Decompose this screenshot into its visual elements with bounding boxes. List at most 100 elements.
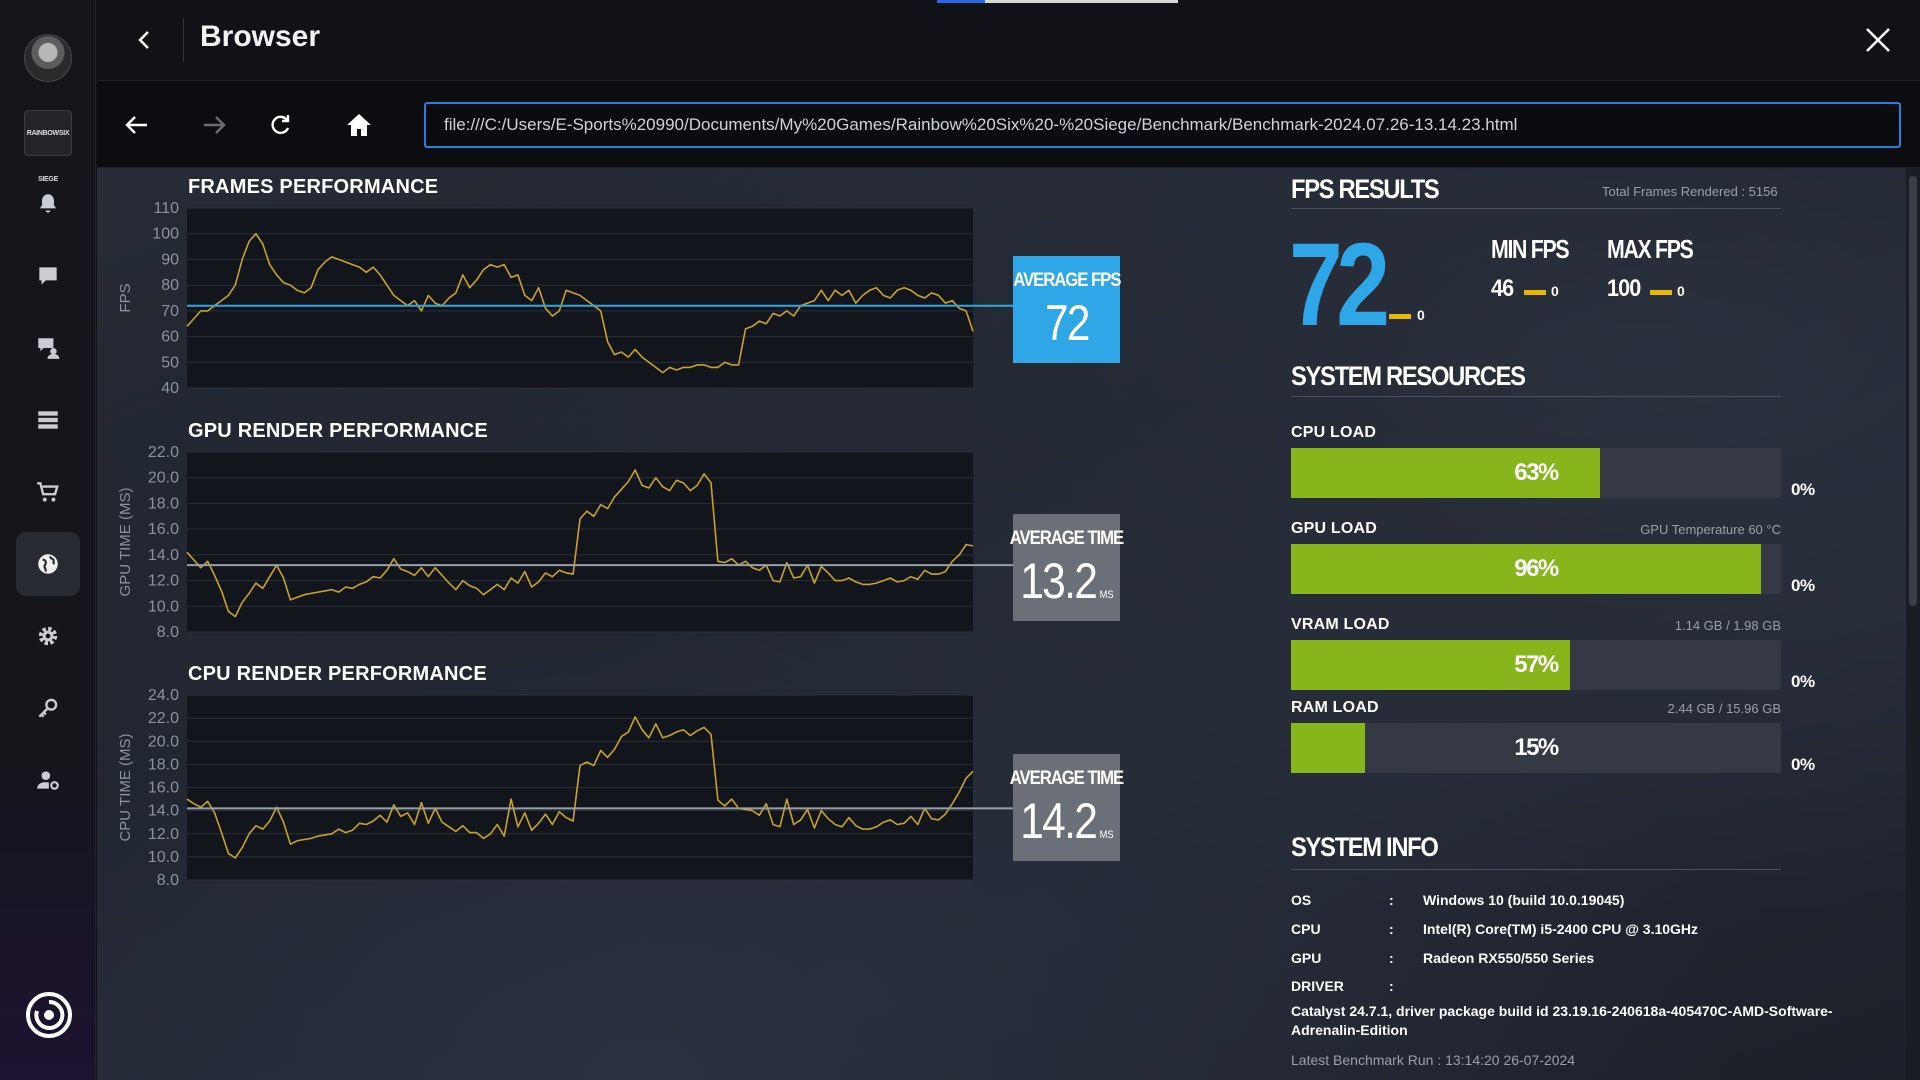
- resource-bar-fill: [1291, 640, 1571, 690]
- y-tick-label: 16.0: [148, 521, 179, 538]
- y-tick-label: 18.0: [148, 756, 179, 773]
- cpu-average-time-box: AVERAGE TIME 14.2 MS: [1009, 754, 1124, 861]
- y-tick-label: 10.0: [148, 598, 179, 615]
- cart-icon[interactable]: [16, 460, 80, 524]
- nav-back-button[interactable]: [117, 105, 157, 145]
- tab-indicator-active: [937, 0, 985, 3]
- resource-bar-fill: [1291, 723, 1365, 773]
- resource-label: CPU LOAD: [1291, 424, 1377, 441]
- resource-bar: 63%: [1291, 448, 1781, 498]
- cpu-key: CPU: [1291, 921, 1321, 937]
- resource-bar: 96%: [1291, 544, 1781, 594]
- key-icon[interactable]: [16, 676, 80, 740]
- cpu-average-time-label: AVERAGE TIME: [1009, 768, 1124, 789]
- title-divider: [183, 18, 184, 62]
- user-settings-icon[interactable]: [16, 748, 80, 812]
- gpu-average-time-label: AVERAGE TIME: [1009, 528, 1124, 549]
- resource-label: RAM LOAD: [1291, 699, 1379, 716]
- page-scrollbar[interactable]: [1906, 168, 1920, 1080]
- driver-colon: :: [1389, 978, 1394, 994]
- os-value: Windows 10 (build 10.0.19045): [1423, 892, 1625, 908]
- max-fps-value: 100: [1607, 275, 1641, 302]
- globe-icon[interactable]: [16, 532, 80, 596]
- max-fps-delta: 0: [1677, 283, 1685, 299]
- reload-button[interactable]: [261, 105, 301, 145]
- system-info-heading: SYSTEM INFO: [1291, 832, 1439, 862]
- min-fps-label: MIN FPS: [1491, 234, 1570, 264]
- gpu-key: GPU: [1291, 950, 1322, 966]
- driver-key: DRIVER: [1291, 978, 1344, 994]
- y-axis-label: GPU TIME (MS): [117, 488, 134, 597]
- close-button[interactable]: [1860, 22, 1896, 58]
- y-tick-label: 110: [153, 200, 179, 217]
- friends-chat-icon[interactable]: [16, 316, 80, 380]
- scrollbar-thumb[interactable]: [1909, 176, 1917, 606]
- overlay-back-button[interactable]: [127, 22, 163, 58]
- nav-forward-button[interactable]: [194, 105, 234, 145]
- ubisoft-logo-icon[interactable]: [24, 990, 74, 1040]
- y-tick-label: 90: [161, 251, 179, 268]
- y-tick-label: 22.0: [148, 710, 179, 727]
- address-bar[interactable]: file:///C:/Users/E-Sports%20990/Document…: [424, 102, 1901, 148]
- gpu-value: Radeon RX550/550 Series: [1423, 950, 1595, 966]
- system-info-rule: [1291, 869, 1781, 870]
- y-tick-label: 12.0: [148, 826, 179, 843]
- system-resources-rule: [1291, 396, 1781, 397]
- home-icon: [347, 114, 371, 136]
- resource-bar-fill: [1291, 544, 1762, 594]
- resource-label: VRAM LOAD: [1291, 616, 1390, 633]
- y-tick-label: 80: [161, 277, 179, 294]
- average-fps-value: 72: [1044, 295, 1091, 351]
- chevron-left-icon: [138, 31, 149, 49]
- gpu-plot-area: [187, 452, 973, 632]
- browser-toolbar: file:///C:/Users/E-Sports%20990/Document…: [97, 80, 1920, 168]
- cpu-chart-title: CPU RENDER PERFORMANCE: [188, 663, 487, 685]
- resource-percent: 63%: [1514, 459, 1559, 486]
- cpu-render-chart: 24.0 22.0 20.0 18.0 16.0 14.0 12.0 10.0 8.0 CPU T…: [117, 687, 1017, 889]
- y-tick-label: 8.0: [157, 624, 179, 641]
- benchmark-page: FRAMES PERFORMANCE 110 100 90 80 70 60 50 40 FPS…: [97, 168, 1920, 1080]
- y-tick-label: 14.0: [148, 803, 179, 820]
- frames-performance-chart: 110 100 90 80 70 60 50 40 FPS: [117, 200, 1017, 397]
- fps-results-rule: [1291, 208, 1781, 209]
- resource-delta: 0%: [1791, 576, 1815, 595]
- cpu-series-line: [186, 716, 974, 859]
- os-key: OS: [1291, 892, 1312, 908]
- min-fps-value: 46: [1491, 275, 1514, 302]
- y-tick-label: 20.0: [148, 733, 179, 750]
- average-fps-label: AVERAGE FPS: [1012, 270, 1121, 291]
- gpu-colon: :: [1389, 950, 1394, 966]
- user-avatar[interactable]: [24, 34, 72, 82]
- y-tick-label: 40: [161, 380, 179, 397]
- max-fps-label: MAX FPS: [1607, 234, 1694, 264]
- resource-percent: 96%: [1514, 555, 1559, 582]
- gpu-series-line: [186, 469, 974, 618]
- resource-bar-fill: [1291, 448, 1600, 498]
- y-tick-label: 8.0: [157, 872, 179, 889]
- y-axis-label: CPU TIME (MS): [117, 733, 134, 841]
- resource-bar: 15%: [1291, 723, 1781, 773]
- resource-note: 1.14 GB / 1.98 GB: [1674, 618, 1781, 633]
- system-resources-heading: SYSTEM RESOURCES: [1291, 361, 1526, 391]
- game-tile[interactable]: RAINBOWSIX SIEGE: [24, 110, 72, 183]
- avg-fps-delta: 0: [1417, 307, 1425, 323]
- y-tick-label: 14.0: [148, 547, 179, 564]
- fps-results-heading: FPS RESULTS: [1291, 174, 1440, 204]
- home-button[interactable]: [339, 105, 379, 145]
- min-fps-delta: 0: [1551, 283, 1559, 299]
- min-fps-delta-bar: [1524, 290, 1546, 295]
- y-tick-label: 12.0: [148, 573, 179, 590]
- os-colon: :: [1389, 892, 1394, 908]
- chat-icon[interactable]: [16, 244, 80, 308]
- bell-icon[interactable]: [16, 172, 80, 236]
- reload-icon: [271, 115, 290, 135]
- cpu-value: Intel(R) Core(TM) i5-2400 CPU @ 3.10GHz: [1423, 921, 1699, 937]
- max-fps-delta-bar: [1650, 290, 1672, 295]
- gear-icon[interactable]: [16, 604, 80, 668]
- resource-note: GPU Temperature 60 °C: [1640, 522, 1781, 537]
- arrow-right-icon: [204, 116, 226, 134]
- average-fps-box: AVERAGE FPS 72: [1012, 256, 1121, 363]
- resource-percent: 15%: [1514, 734, 1559, 761]
- title-bar: Browser: [97, 0, 1920, 80]
- library-icon[interactable]: [16, 388, 80, 452]
